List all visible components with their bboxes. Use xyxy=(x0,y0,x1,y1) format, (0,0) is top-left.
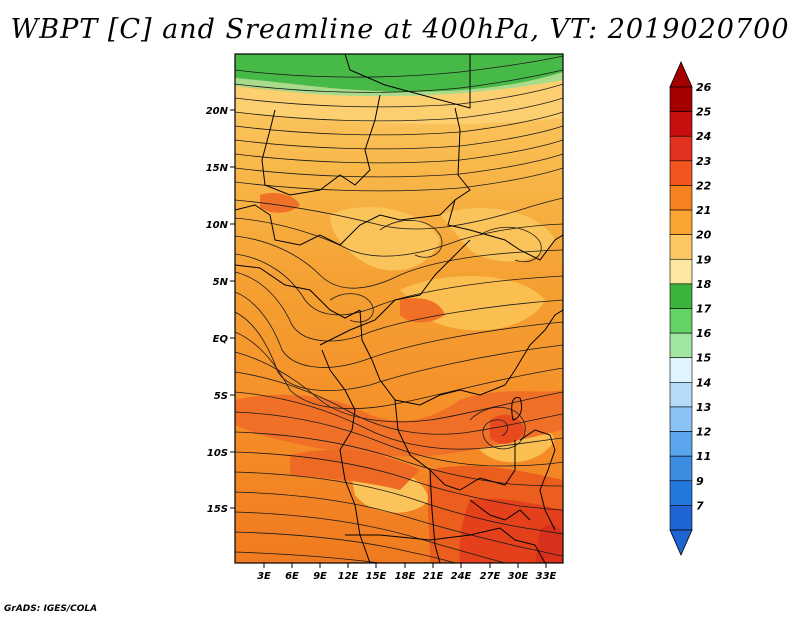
colorbar-label: 20 xyxy=(696,229,712,242)
colorbar-label: 11 xyxy=(696,450,711,463)
lat-label: EQ xyxy=(213,334,229,345)
colorbar-label: 18 xyxy=(696,278,712,291)
colorbar-label: 22 xyxy=(696,179,712,192)
colorbar-label: 12 xyxy=(696,426,712,439)
colorbar-cell xyxy=(669,406,693,432)
colorbar-cell xyxy=(669,258,693,285)
colorbar-label: 24 xyxy=(696,130,711,143)
lat-label: 5N xyxy=(213,277,229,288)
map-frame xyxy=(234,53,564,564)
wbpt-shading xyxy=(235,54,563,563)
colorbar-label: 21 xyxy=(696,204,711,217)
colorbar-label: 13 xyxy=(696,401,712,414)
colorbar-cell xyxy=(669,185,693,211)
colorbar-cell xyxy=(669,111,693,137)
colorbar-cell xyxy=(669,357,693,383)
lon-label: 24E xyxy=(451,571,472,582)
colorbar-cell xyxy=(669,234,693,260)
colorbar-bottom-arrow xyxy=(669,529,693,556)
colorbar-label: 7 xyxy=(696,499,704,512)
latitude-axis: 20N 15N 10N 5N EQ 5S 10S 15S xyxy=(206,106,235,515)
lat-label: 15N xyxy=(206,163,229,174)
lat-label: 15S xyxy=(207,504,228,515)
colorbar-cell xyxy=(669,431,693,457)
colorbar-label: 23 xyxy=(696,155,712,168)
colorbar-cell xyxy=(669,209,693,235)
colorbar-label: 15 xyxy=(696,352,712,365)
colorbar-label: 25 xyxy=(696,106,712,119)
lon-label: 3E xyxy=(257,571,271,582)
country-borders xyxy=(235,54,563,563)
grads-credit: GrADS: IGES/COLA xyxy=(4,604,98,614)
map-title: WBPT [C] and Sreamline at 400hPa, VT: 20… xyxy=(10,14,790,45)
lon-label: 33E xyxy=(536,571,557,582)
colorbar-cell xyxy=(669,505,693,531)
colorbar: 26 25 24 23 22 21 20 19 18 17 16 15 14 13 12 11 9 7 xyxy=(669,61,712,556)
lon-label: 27E xyxy=(480,571,501,582)
lon-label: 15E xyxy=(366,571,387,582)
colorbar-cell xyxy=(669,160,693,186)
colorbar-label: 26 xyxy=(696,81,712,94)
colorbar-cell xyxy=(669,382,693,408)
lat-label: 5S xyxy=(214,391,228,402)
colorbar-cell xyxy=(669,86,693,112)
colorbar-cell xyxy=(669,455,693,482)
lon-label: 21E xyxy=(423,571,444,582)
lon-label: 12E xyxy=(338,571,359,582)
colorbar-cell xyxy=(669,135,693,162)
colorbar-label: 19 xyxy=(696,253,712,266)
colorbar-cell xyxy=(669,283,693,309)
lat-label: 10N xyxy=(206,220,229,231)
colorbar-label: 14 xyxy=(696,376,711,389)
lon-label: 30E xyxy=(508,571,529,582)
colorbar-top-arrow xyxy=(669,61,693,88)
colorbar-label: 9 xyxy=(696,475,704,488)
colorbar-label: 16 xyxy=(696,327,712,340)
lon-label: 6E xyxy=(285,571,299,582)
colorbar-cell xyxy=(669,308,693,334)
lat-label: 20N xyxy=(206,106,229,117)
colorbar-cell xyxy=(669,332,693,359)
longitude-axis: 3E 6E 9E 12E 15E 18E 21E 24E 27E 30E 33E xyxy=(257,563,557,582)
colorbar-label: 17 xyxy=(696,303,712,316)
lon-label: 9E xyxy=(313,571,327,582)
lon-label: 18E xyxy=(395,571,416,582)
colorbar-cell xyxy=(669,480,693,506)
lat-label: 10S xyxy=(207,448,228,459)
